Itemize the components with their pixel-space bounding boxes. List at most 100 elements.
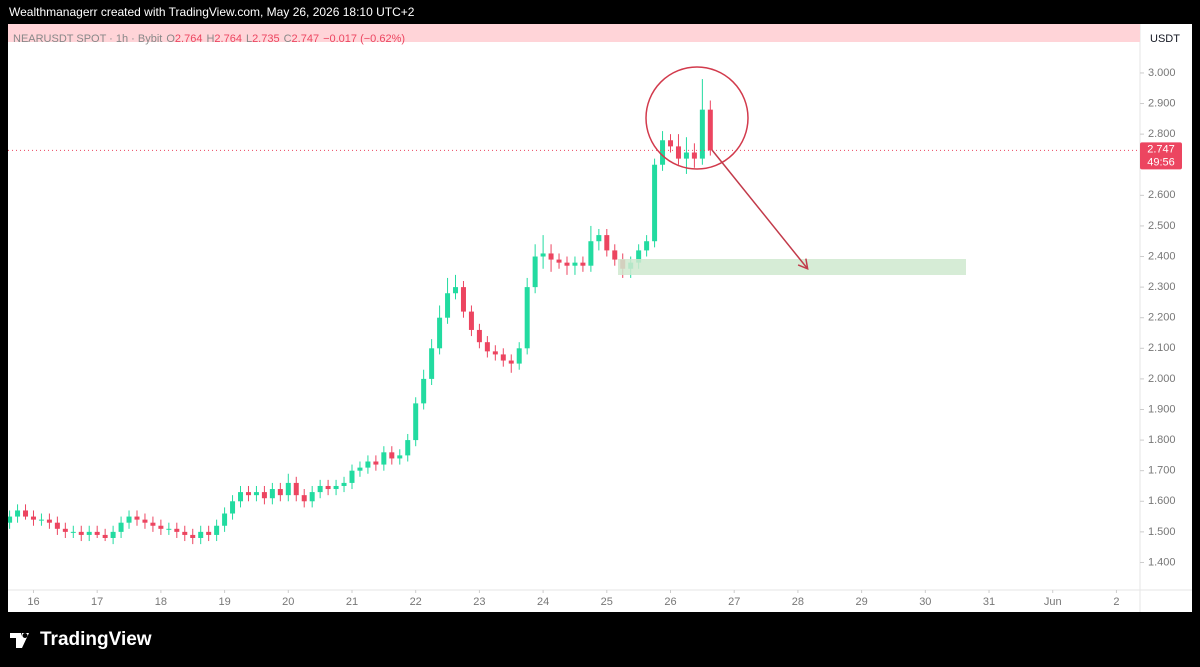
y-tick-label: 2.300 [1148,281,1176,293]
countdown-label: 49:56 [1147,156,1175,168]
candle-body [206,531,212,535]
logo: TradingView [10,629,152,650]
candle-body [675,146,681,159]
candle-body [142,519,148,523]
highlight-circle [645,66,749,170]
last-price-box [1140,142,1182,170]
x-tick-label: 28 [792,596,804,608]
candle-body [277,489,283,496]
y-tick-label: 2.900 [1148,97,1176,109]
candle-body [8,516,13,523]
candle-body [54,522,60,529]
candle-body [301,495,307,502]
legend-value: 2.747 [292,33,320,45]
y-tick-label: 1.800 [1148,434,1176,446]
candle-body [182,531,188,535]
candle-body [46,519,52,523]
legend-key: L [246,33,252,45]
candle-body [357,467,363,471]
x-tick-label: 26 [664,596,676,608]
candle-body [166,528,172,530]
candle-body [174,528,180,532]
last-price-label: 2.747 [1147,143,1175,155]
candle-body [707,109,713,151]
candle-body [453,287,459,294]
candle-body [253,492,259,496]
candle-body [652,164,658,242]
candle-body [238,492,244,502]
candle-body [468,311,474,330]
candle-body [421,378,427,404]
candle-body [564,262,570,266]
candle-body [445,293,451,318]
candle-body [397,455,403,459]
candle-body [500,354,506,361]
y-tick-label: 3.000 [1148,67,1176,79]
candle-body [492,351,498,355]
candle-body [198,531,204,538]
candle-body [190,534,196,538]
candle-body [668,140,674,147]
x-tick-label: Jun [1044,596,1062,608]
candle-body [604,235,610,251]
candle-body [588,241,594,266]
candle-body [118,522,124,532]
candle-body [78,531,84,535]
currency-label: USDT [1150,33,1180,45]
candle-body [341,482,347,486]
candle-body [572,262,578,266]
x-tick-label: 20 [282,596,294,608]
target-zone [618,259,966,275]
candle-body [245,492,251,496]
x-tick-label: 21 [346,596,358,608]
x-tick-label: 18 [155,596,167,608]
candle-body [102,534,108,538]
candle-body [532,256,538,288]
candle-body [660,140,666,165]
y-tick-label: 2.500 [1148,220,1176,232]
candle-body [214,525,220,535]
brand: TradingView [40,629,152,650]
candle-body [612,250,618,260]
candle-body [30,516,36,520]
candle-body [285,482,291,496]
x-tick-label: 2 [1113,596,1119,608]
candle-body [222,513,228,526]
y-tick-label: 1.900 [1148,403,1176,415]
x-tick-label: 30 [919,596,931,608]
candle-body [70,531,76,533]
x-tick-label: 29 [855,596,867,608]
candle-body [62,528,68,532]
y-tick-label: 2.400 [1148,250,1176,262]
chart-pane [8,24,1192,612]
candle-body [691,152,697,159]
candle-body [158,525,164,529]
candle-body [23,510,29,517]
x-tick-label: 22 [410,596,422,608]
x-tick-label: 31 [983,596,995,608]
candle-body [460,287,466,312]
candle-body [230,501,236,514]
candle-body [150,522,156,526]
y-tick-label: 2.200 [1148,312,1176,324]
legend-key: H [206,33,214,45]
logo-mark [10,633,29,648]
y-tick-label: 1.500 [1148,526,1176,538]
x-tick-label: 23 [473,596,485,608]
legend-key: O [166,33,175,45]
x-tick-label: 17 [91,596,103,608]
candle-body [429,348,435,379]
x-tick-label: 19 [218,596,230,608]
arrow [711,149,809,270]
candle-body [381,452,387,465]
y-tick-label: 1.700 [1148,465,1176,477]
candle-body [389,452,395,459]
y-tick-label: 1.600 [1148,495,1176,507]
candle-body [580,262,586,266]
candle-body [325,485,331,490]
candle-body [261,492,267,499]
y-tick-label: 2.600 [1148,189,1176,201]
x-tick-label: 25 [601,596,613,608]
legend-value: 2.735 [252,33,280,45]
candle-body [636,250,642,263]
